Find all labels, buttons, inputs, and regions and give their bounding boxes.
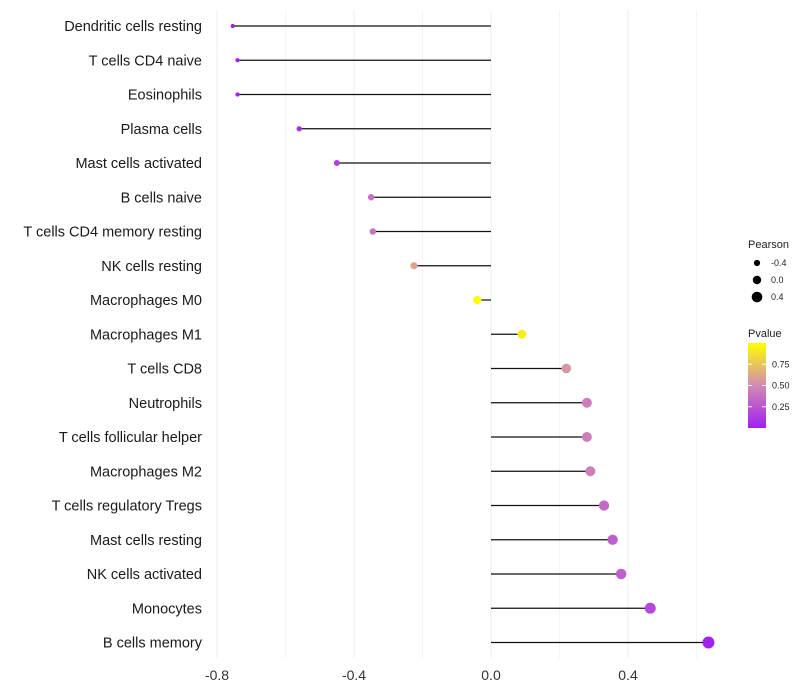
colorbar-tick-label: 0.50: [772, 381, 790, 391]
x-tick-label: 0.0: [481, 667, 501, 683]
size-legend-dot: [751, 291, 763, 303]
x-tick-label: -0.4: [342, 667, 366, 683]
category-label: Macrophages M0: [90, 293, 202, 309]
lollipop-point: [561, 363, 572, 374]
category-label: T cells CD4 naive: [89, 53, 202, 69]
size-legend-label: -0.4: [771, 258, 787, 268]
pearson-size-legend: Pearson -0.4 0.0 0.4: [748, 239, 789, 303]
point-layer: [230, 23, 715, 649]
size-legend-dot: [753, 259, 761, 267]
category-label: Monocytes: [132, 601, 202, 617]
stem-layer: [232, 25, 709, 644]
category-label: B cells naive: [121, 190, 202, 206]
lollipop-point: [598, 500, 610, 511]
lollipop-point: [369, 228, 377, 235]
colorbar-tick-label: 0.75: [772, 359, 790, 369]
category-label: T cells CD8: [127, 362, 202, 378]
lollipop-point: [581, 432, 592, 442]
category-label: Mast cells activated: [75, 156, 202, 172]
category-label: Neutrophils: [129, 396, 202, 412]
colorbar-tick-label: 0.25: [772, 402, 790, 412]
category-label: T cells CD4 memory resting: [23, 225, 202, 241]
lollipop-point: [235, 92, 240, 97]
category-labels: Dendritic cells resting T cells CD4 naive…: [23, 19, 202, 652]
category-label: B cells memory: [103, 636, 203, 652]
pvalue-color-legend: Pvalue 0.75 0.50 0.25: [748, 328, 790, 428]
category-label: Eosinophils: [128, 88, 202, 104]
lollipop-point: [702, 636, 715, 649]
category-label: Macrophages M2: [90, 464, 202, 480]
lollipop-point: [333, 160, 340, 166]
lollipop-point: [607, 534, 618, 545]
x-tick-label: -0.8: [205, 667, 229, 683]
lollipop-point: [615, 568, 627, 580]
category-label: Mast cells resting: [90, 533, 202, 549]
color-legend-title: Pvalue: [748, 328, 782, 340]
lollipop-point: [585, 466, 596, 477]
x-axis-ticks: -0.8 -0.4 0.0 0.4: [205, 667, 638, 683]
x-tick-label: 0.4: [618, 667, 638, 683]
category-label: Dendritic cells resting: [64, 19, 202, 35]
category-label: T cells follicular helper: [59, 430, 202, 446]
category-label: NK cells activated: [87, 567, 202, 583]
lollipop-point: [473, 295, 482, 305]
size-legend-label: 0.4: [771, 292, 784, 302]
lollipop-point: [296, 126, 302, 132]
category-label: Plasma cells: [121, 122, 202, 138]
category-label: NK cells resting: [101, 259, 202, 275]
lollipop-point: [581, 397, 592, 408]
lollipop-point: [410, 262, 418, 270]
category-label: T cells regulatory Tregs: [52, 499, 202, 515]
size-legend-label: 0.0: [771, 275, 784, 285]
category-label: Macrophages M1: [90, 327, 202, 343]
size-legend-dot: [752, 275, 762, 285]
size-legend-title: Pearson: [748, 239, 789, 251]
lollipop-point: [644, 602, 656, 614]
pvalue-colorbar: [748, 343, 766, 428]
lollipop-point: [517, 329, 527, 339]
lollipop-point: [235, 58, 240, 63]
grid-layer: [216, 10, 697, 658]
lollipop-point: [230, 23, 235, 29]
lollipop-point: [367, 194, 375, 201]
